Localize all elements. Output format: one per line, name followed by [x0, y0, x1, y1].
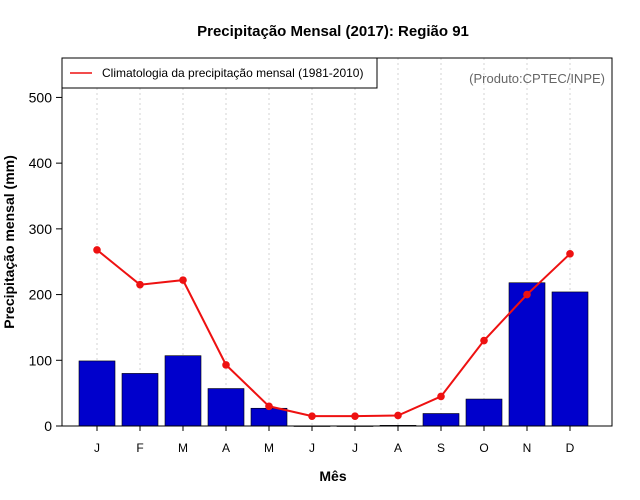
- x-tick-label: F: [136, 441, 143, 455]
- climatology-point-1: [93, 246, 101, 254]
- y-tick-label: 0: [44, 418, 52, 434]
- y-tick-label: 200: [29, 287, 53, 303]
- climatology-point-12: [566, 250, 574, 258]
- x-tick-label: A: [394, 441, 402, 455]
- x-tick-label: J: [309, 441, 315, 455]
- x-axis-title: Mês: [319, 468, 346, 484]
- climatology-point-10: [480, 336, 488, 345]
- climatology-point-5: [265, 402, 273, 411]
- climatology-point-11: [523, 290, 531, 299]
- legend-entry-climatology: Climatologia da precipitação mensal (198…: [102, 66, 363, 80]
- x-tick-label: M: [264, 441, 274, 455]
- bar-11: [508, 282, 546, 427]
- bar-5: [250, 407, 288, 427]
- x-tick-label: A: [222, 441, 230, 455]
- climatology-point-9: [437, 392, 445, 401]
- bar-10: [465, 398, 503, 427]
- x-tick-label: D: [566, 441, 575, 455]
- y-tick-label: 400: [29, 155, 53, 171]
- y-tick-label: 100: [29, 352, 53, 368]
- climatology-point-6: [308, 412, 316, 420]
- bars: [78, 282, 589, 427]
- bar-2: [121, 373, 159, 427]
- y-tick-label: 500: [29, 89, 53, 105]
- legend: Climatologia da precipitação mensal (198…: [61, 57, 378, 89]
- bar-9: [422, 413, 460, 427]
- climatology-point-3: [179, 276, 187, 284]
- bar-1: [78, 360, 116, 427]
- chart-title: Precipitação Mensal (2017): Região 91: [197, 23, 469, 40]
- x-tick-label: M: [178, 441, 188, 455]
- x-tick-label: O: [479, 441, 488, 455]
- x-tick-label: J: [94, 441, 100, 455]
- x-tick-label: J: [352, 441, 358, 455]
- bar-4: [207, 388, 245, 427]
- credit-text: (Produto:CPTEC/INPE): [469, 71, 605, 86]
- y-axis: 0 100 200 300 400 500: [29, 89, 62, 434]
- climatology-point-7: [351, 412, 359, 420]
- x-tick-label: S: [437, 441, 445, 455]
- bar-3: [164, 355, 202, 427]
- climatology-line-series: [93, 246, 574, 420]
- y-tick-label: 300: [29, 221, 53, 237]
- x-tick-label: N: [523, 441, 532, 455]
- climatology-line: [96, 249, 571, 418]
- climatology-point-4: [222, 361, 230, 369]
- climatology-point-2: [136, 280, 144, 289]
- y-axis-title: Precipitação mensal (mm): [1, 155, 17, 329]
- climatology-point-8: [394, 411, 402, 420]
- legend-box: [61, 57, 378, 89]
- bar-12: [551, 291, 589, 427]
